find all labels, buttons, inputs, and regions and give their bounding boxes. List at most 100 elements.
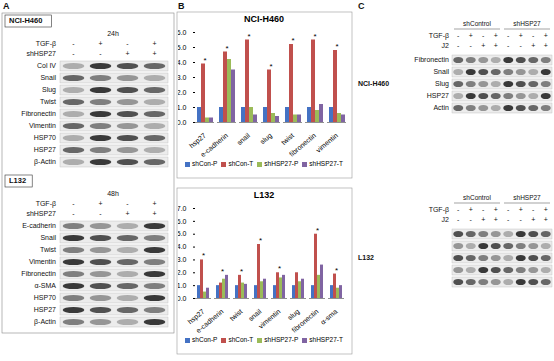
svg-text:Slug: Slug [42, 86, 56, 94]
svg-text:+: + [152, 210, 156, 217]
svg-text:+: + [531, 216, 535, 223]
svg-text:*: * [313, 32, 316, 41]
svg-text:0.0: 0.0 [178, 295, 187, 302]
svg-text:-: - [99, 210, 102, 217]
svg-text:3.0: 3.0 [178, 74, 187, 81]
svg-text:shHSP27: shHSP27 [513, 20, 541, 27]
svg-text:Col IV: Col IV [37, 62, 56, 69]
svg-text:-: - [532, 32, 535, 39]
svg-text:6.0: 6.0 [178, 218, 187, 225]
svg-text:+: + [152, 40, 156, 47]
svg-text:e-cadherin: e-cadherin [199, 132, 229, 158]
svg-text:+: + [98, 40, 102, 47]
svg-text:L132: L132 [9, 176, 26, 185]
svg-text:Slug: Slug [435, 80, 449, 88]
svg-text:J2: J2 [442, 216, 450, 223]
svg-text:β-Actin: β-Actin [34, 158, 56, 166]
svg-text:4.0: 4.0 [178, 59, 187, 66]
svg-text:*: * [225, 44, 228, 53]
svg-text:slug: slug [259, 132, 274, 146]
svg-text:Snail: Snail [40, 234, 56, 241]
svg-text:shHSP27: shHSP27 [26, 210, 56, 217]
svg-text:Fibronectin: Fibronectin [21, 270, 56, 277]
svg-text:*: * [316, 226, 319, 235]
svg-text:Twist: Twist [40, 246, 56, 253]
svg-text:*: * [335, 266, 338, 275]
svg-text:vimentin: vimentin [315, 132, 340, 154]
svg-text:-: - [507, 32, 510, 39]
svg-text:0.0: 0.0 [178, 119, 187, 126]
svg-text:+: + [494, 32, 498, 39]
svg-text:snail: snail [236, 131, 252, 146]
svg-text:L132: L132 [358, 254, 374, 261]
svg-text:*: * [221, 267, 224, 276]
svg-text:*: * [269, 62, 272, 71]
svg-text:-: - [72, 200, 75, 207]
svg-text:-: - [470, 216, 473, 223]
svg-text:7.0: 7.0 [178, 205, 187, 212]
svg-text:TGF-β: TGF-β [429, 32, 449, 40]
svg-text:+: + [544, 206, 548, 213]
svg-text:*: * [291, 36, 294, 45]
svg-text:1.0: 1.0 [178, 282, 187, 289]
svg-text:2.0: 2.0 [178, 269, 187, 276]
svg-text:+: + [481, 42, 485, 49]
svg-text:HSP27: HSP27 [34, 306, 56, 313]
svg-text:α-SMA: α-SMA [34, 282, 56, 289]
svg-text:+: + [469, 206, 473, 213]
svg-text:-: - [507, 42, 510, 49]
svg-text:NCI-H460: NCI-H460 [9, 16, 42, 25]
svg-text:+: + [519, 206, 523, 213]
svg-text:HSP70: HSP70 [34, 294, 56, 301]
svg-text:+: + [152, 50, 156, 57]
svg-text:fibronectin: fibronectin [288, 132, 317, 158]
svg-text:-: - [470, 42, 473, 49]
svg-text:-: - [99, 50, 102, 57]
svg-text:+: + [519, 32, 523, 39]
svg-text:-: - [532, 206, 535, 213]
svg-text:E-cadherin: E-cadherin [22, 222, 56, 229]
svg-text:+: + [125, 50, 129, 57]
svg-text:Vimentin: Vimentin [29, 122, 56, 129]
svg-text:-: - [457, 42, 460, 49]
svg-text:vimentin: vimentin [257, 308, 282, 330]
svg-text:5.0: 5.0 [178, 44, 187, 51]
svg-text:-: - [126, 40, 129, 47]
svg-text:+: + [494, 216, 498, 223]
svg-text:+: + [125, 210, 129, 217]
svg-text:shHSP27: shHSP27 [513, 194, 541, 201]
svg-text:-: - [126, 200, 129, 207]
svg-text:e-cadherin: e-cadherin [195, 308, 225, 334]
svg-text:3.0: 3.0 [178, 256, 187, 263]
svg-text:Snail: Snail [40, 74, 56, 81]
svg-text:*: * [259, 236, 262, 245]
svg-text:NCI-H460: NCI-H460 [358, 80, 389, 87]
svg-text:+: + [544, 42, 548, 49]
svg-text:*: * [247, 32, 250, 41]
svg-text:24h: 24h [107, 30, 119, 37]
svg-text:2.0: 2.0 [178, 89, 187, 96]
svg-text:-: - [457, 216, 460, 223]
svg-text:*: * [335, 42, 338, 51]
svg-text:HSP27: HSP27 [427, 92, 449, 99]
svg-text:snail: snail [247, 307, 263, 322]
svg-text:twist: twist [228, 308, 243, 322]
svg-text:Vimentin: Vimentin [29, 258, 56, 265]
svg-text:+: + [544, 216, 548, 223]
svg-text:+: + [481, 216, 485, 223]
svg-text:-: - [72, 210, 75, 217]
svg-text:+: + [469, 32, 473, 39]
svg-text:twist: twist [280, 132, 295, 146]
svg-text:A: A [3, 1, 10, 11]
svg-text:+: + [544, 32, 548, 39]
svg-text:TGF-β: TGF-β [36, 200, 56, 208]
svg-text:+: + [494, 42, 498, 49]
svg-text:shHSP27: shHSP27 [26, 50, 56, 57]
svg-text:-: - [72, 40, 75, 47]
svg-text:*: * [240, 267, 243, 276]
svg-text:shControl: shControl [463, 194, 491, 201]
svg-text:B: B [178, 1, 185, 11]
svg-text:+: + [494, 206, 498, 213]
svg-text:-: - [482, 206, 485, 213]
svg-text:48h: 48h [107, 190, 119, 197]
